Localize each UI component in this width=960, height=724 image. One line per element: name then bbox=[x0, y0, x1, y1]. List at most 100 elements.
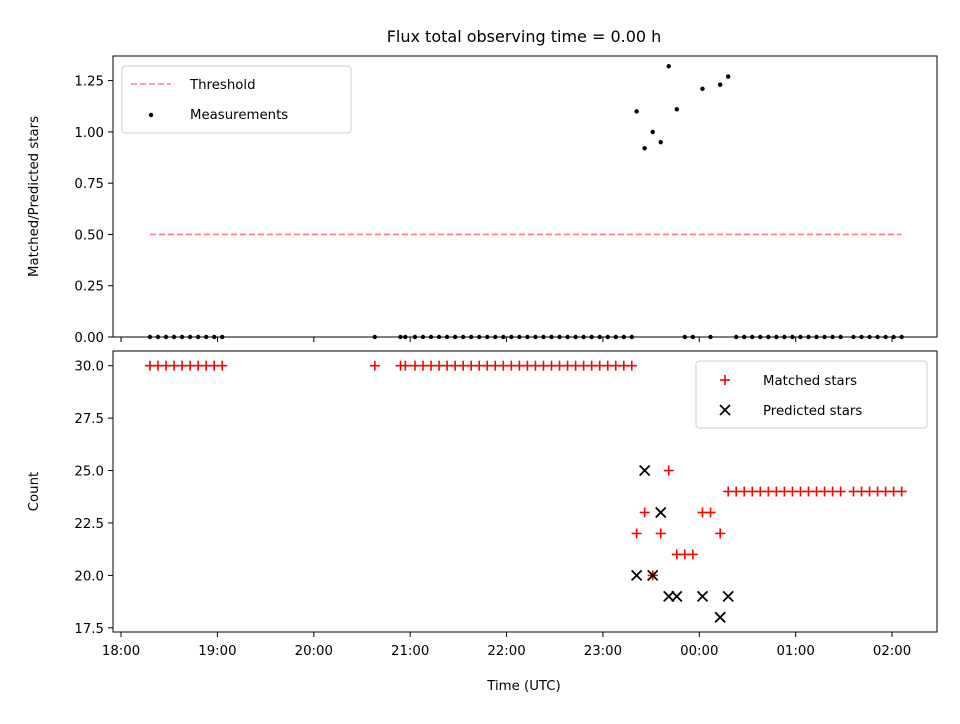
measurement-point bbox=[485, 334, 490, 340]
chart-title: Flux total observing time = 0.00 h bbox=[387, 27, 662, 46]
predicted-marker-b bbox=[714, 611, 726, 623]
matched-star-point bbox=[631, 528, 642, 539]
measurement-point bbox=[436, 334, 442, 340]
y-tick-label: 1.25 bbox=[74, 75, 104, 90]
measurement-point bbox=[690, 334, 696, 340]
predicted-star-point bbox=[639, 464, 651, 477]
y-tick-label: 27.5 bbox=[74, 412, 104, 427]
predicted-marker-b bbox=[639, 464, 651, 477]
legend-measurement-label: Measurements bbox=[190, 108, 288, 123]
predicted-marker-b bbox=[647, 569, 659, 582]
measurement-point bbox=[573, 334, 578, 340]
y-tick-label: 17.5 bbox=[74, 622, 104, 637]
measurement-point bbox=[734, 334, 739, 340]
measurement-point bbox=[682, 334, 688, 340]
predicted-marker-b bbox=[671, 590, 683, 602]
predicted-star-point bbox=[671, 590, 683, 602]
measurement-point bbox=[428, 334, 434, 340]
x-tick-label: 18:00 bbox=[102, 644, 140, 659]
predicted-marker-b bbox=[630, 569, 643, 582]
measurement-point bbox=[398, 334, 403, 340]
measurement-point bbox=[830, 334, 835, 340]
x-tick-label: 02:00 bbox=[873, 644, 911, 659]
measurement-point bbox=[790, 334, 795, 340]
measurement-point bbox=[758, 334, 763, 340]
measurement-point bbox=[891, 334, 896, 340]
y-axis-label-count: Count bbox=[27, 472, 42, 512]
measurement-point bbox=[581, 334, 586, 340]
matched-star-point bbox=[687, 549, 698, 560]
measurement-point bbox=[517, 334, 522, 340]
matched-star-point bbox=[835, 486, 846, 497]
x-tick-label: 20:00 bbox=[295, 644, 333, 659]
measurement-point bbox=[549, 334, 554, 340]
predicted-marker-b bbox=[663, 590, 675, 602]
legend-predicted-swatch-b bbox=[719, 404, 731, 416]
predicted-star-point bbox=[647, 569, 659, 582]
measurement-point bbox=[851, 334, 856, 340]
predicted-marker-b bbox=[696, 590, 709, 602]
measurement-point bbox=[867, 334, 872, 340]
y-tick-label: 1.00 bbox=[74, 126, 104, 141]
measurement-point bbox=[798, 334, 803, 340]
predicted-star-point bbox=[714, 611, 726, 623]
measurement-point bbox=[203, 334, 209, 340]
measurement-point bbox=[822, 334, 827, 340]
y-tick-label: 22.5 bbox=[74, 517, 104, 532]
measurement-point bbox=[452, 334, 458, 340]
matched-star-point bbox=[369, 360, 380, 371]
measurement-point bbox=[412, 334, 418, 340]
plot-area bbox=[147, 64, 904, 340]
measurement-point bbox=[859, 334, 864, 340]
matched-star-point bbox=[217, 360, 228, 371]
measurement-point bbox=[650, 129, 655, 135]
predicted-star-point bbox=[630, 569, 643, 582]
measurement-point bbox=[629, 334, 635, 340]
x-tick-label: 19:00 bbox=[198, 644, 236, 659]
measurement-point bbox=[403, 334, 408, 340]
measurement-point bbox=[634, 109, 639, 114]
x-tick-label: 23:00 bbox=[584, 644, 622, 659]
measurement-point bbox=[875, 334, 880, 340]
measurement-point bbox=[766, 334, 771, 340]
measurement-point bbox=[621, 334, 626, 340]
measurement-point bbox=[171, 334, 177, 340]
matched-star-point bbox=[715, 528, 726, 539]
plot-area bbox=[144, 360, 907, 623]
measurement-point bbox=[509, 334, 514, 340]
x-tick-label: 21:00 bbox=[391, 644, 429, 659]
measurement-point bbox=[477, 334, 482, 340]
matched-star-point bbox=[705, 507, 716, 518]
predicted-marker-b bbox=[722, 590, 734, 602]
measurement-point bbox=[460, 334, 466, 340]
measurement-point bbox=[782, 334, 787, 340]
measurement-point bbox=[155, 334, 161, 340]
legend-measurement-swatch bbox=[148, 112, 154, 118]
measurement-point bbox=[658, 139, 663, 145]
flux-ratio-panel: 0.00 0.25 0.50 0.75 1.00 1.25 Matched/Predicte… bbox=[27, 55, 938, 346]
measurement-point bbox=[220, 334, 225, 340]
measurement-point bbox=[493, 334, 498, 340]
predicted-marker-b bbox=[655, 506, 667, 519]
measurement-point bbox=[211, 334, 217, 340]
legend-matched-label: Matched stars bbox=[763, 374, 857, 389]
measurement-point bbox=[708, 334, 713, 340]
measurement-point bbox=[700, 86, 705, 92]
matched-star-point bbox=[663, 465, 674, 476]
measurement-point bbox=[725, 74, 731, 79]
measurement-point bbox=[605, 334, 610, 340]
measurement-point bbox=[195, 334, 201, 340]
measurement-point bbox=[557, 334, 562, 340]
measurement-point bbox=[883, 334, 888, 340]
y-tick-label: 30.0 bbox=[74, 360, 104, 375]
matched-star-point bbox=[626, 360, 637, 371]
measurement-point bbox=[642, 146, 647, 151]
measurement-point bbox=[501, 334, 506, 340]
legend-box bbox=[121, 65, 352, 134]
measurement-point bbox=[717, 82, 723, 87]
measurement-point bbox=[666, 64, 671, 69]
measurement-point bbox=[541, 334, 546, 340]
measurement-point bbox=[838, 334, 843, 340]
legend-box bbox=[695, 360, 928, 429]
